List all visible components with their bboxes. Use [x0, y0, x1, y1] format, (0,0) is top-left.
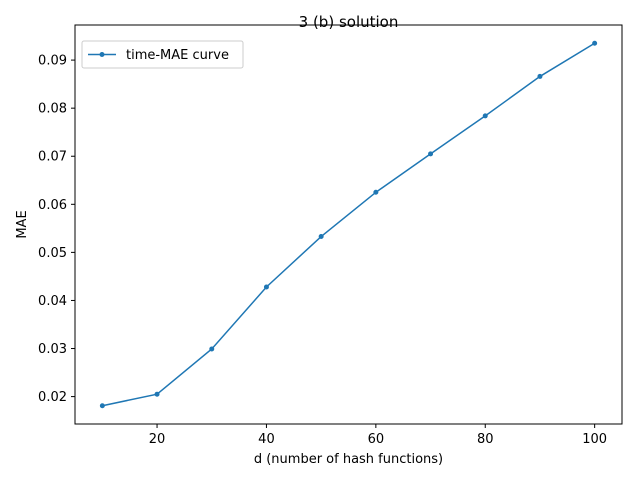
y-tick-label: 0.05: [38, 246, 67, 261]
x-tick-label: 60: [368, 432, 385, 447]
x-tick-label: 20: [149, 432, 166, 447]
data-point: [373, 189, 379, 195]
data-point: [592, 40, 598, 46]
axes-frame: [74, 24, 623, 425]
y-axis-label: MAE: [15, 210, 30, 238]
legend-label: time-MAE curve: [126, 48, 229, 63]
x-tick-label: 40: [258, 432, 275, 447]
y-tick-label: 0.02: [38, 390, 67, 405]
chart-title: 3 (b) solution: [299, 13, 399, 31]
data-point: [99, 403, 105, 409]
data-point: [318, 234, 324, 240]
data-point: [263, 284, 269, 290]
data-point: [537, 73, 543, 79]
data-point: [482, 113, 488, 119]
data-point: [154, 391, 160, 397]
legend: time-MAE curve: [81, 40, 244, 69]
series-line: [102, 42, 596, 407]
x-tick-label: 80: [477, 432, 494, 447]
data-point: [209, 346, 215, 352]
y-tick-label: 0.04: [38, 294, 67, 309]
plot-area: [99, 40, 598, 409]
x-axis: 20 40 60 80 100: [149, 424, 607, 447]
data-point: [428, 151, 434, 157]
legend-box: [81, 40, 244, 69]
x-axis-label: d (number of hash functions): [254, 452, 443, 467]
y-tick-label: 0.09: [38, 54, 67, 69]
y-tick-label: 0.06: [38, 198, 67, 213]
y-axis: 0.02 0.03 0.04 0.05 0.06 0.07 0.08 0.09: [38, 54, 75, 405]
legend-marker: [99, 52, 105, 57]
x-tick-label: 100: [582, 432, 607, 447]
y-tick-label: 0.03: [38, 342, 67, 357]
y-tick-label: 0.07: [38, 150, 67, 165]
y-tick-label: 0.08: [38, 102, 67, 117]
